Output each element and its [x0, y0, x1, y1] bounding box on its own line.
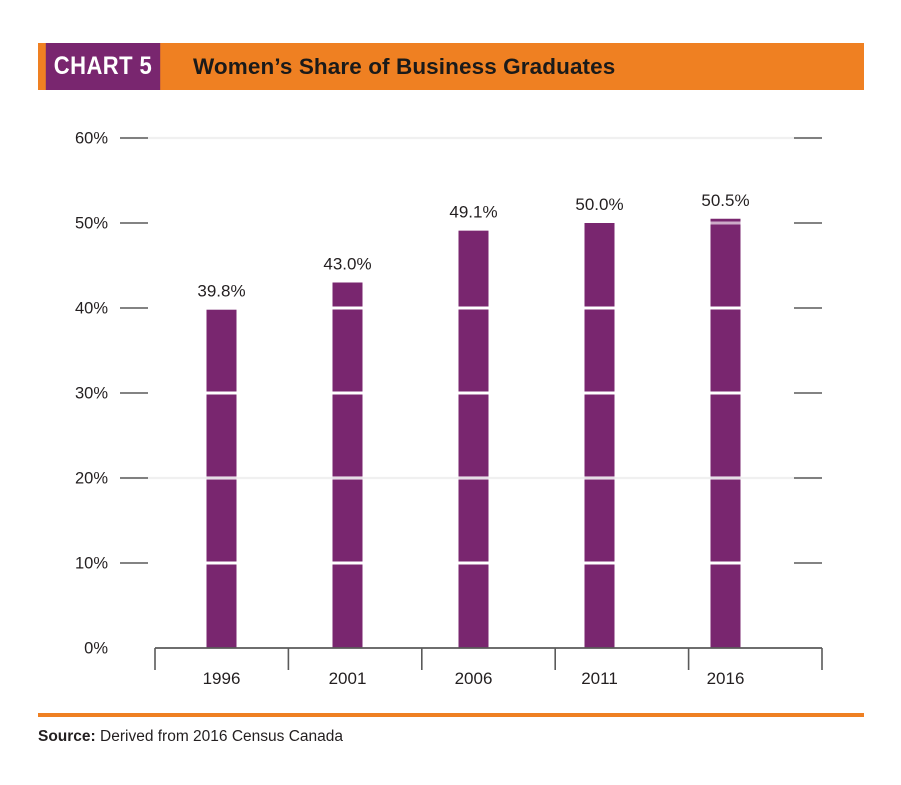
source-label: Source:	[38, 728, 96, 745]
y-axis-label: 20%	[75, 469, 108, 487]
bar	[710, 218, 741, 648]
x-axis-label: 2011	[581, 669, 618, 688]
bar-value-label: 43.0%	[323, 255, 371, 274]
bar	[458, 230, 489, 648]
y-axis-label: 50%	[75, 214, 108, 232]
y-axis-label: 10%	[75, 554, 108, 572]
y-axis-label: 60%	[75, 129, 108, 147]
x-axis-label: 1996	[203, 669, 241, 688]
footer-divider	[38, 713, 864, 717]
chart-plot-area: 0% 10% 20% 30% 40% 50% 60% 1996 2001 2006 2011 201…	[0, 100, 901, 700]
page-title: Women’s Share of Business Graduates	[193, 53, 616, 79]
value-labels-group: 39.8% 43.0% 49.1% 50.0% 50.5%	[197, 191, 749, 301]
x-axis-label: 2006	[455, 669, 493, 688]
bar-value-label: 50.5%	[701, 191, 749, 210]
x-axis-ticks-group	[154, 648, 823, 670]
source-text: Derived from 2016 Census Canada	[95, 728, 343, 745]
bar-value-label: 49.1%	[449, 203, 497, 222]
bar-value-label: 39.8%	[197, 282, 245, 301]
y-axis-label: 0%	[84, 639, 108, 657]
bars-group	[206, 218, 741, 648]
bar-segment-dividers-group	[206, 221, 741, 565]
x-axis-label: 2001	[329, 669, 367, 688]
chart-header: CHART 5 Women’s Share of Business Gradua…	[38, 43, 864, 90]
x-axis-labels-group: 1996 2001 2006 2011 2016	[203, 669, 745, 688]
y-axis-label: 30%	[75, 384, 108, 402]
bar	[332, 282, 363, 648]
bar-value-label: 50.0%	[575, 195, 623, 214]
y-axis-ticks-group	[120, 137, 822, 564]
chart-number-badge: CHART 5	[45, 43, 161, 90]
bar	[584, 223, 615, 648]
source-note: Source: Derived from 2016 Census Canada	[38, 728, 343, 746]
x-axis-label: 2016	[707, 669, 745, 688]
y-axis-label: 40%	[75, 299, 108, 317]
bar-chart-svg: 0% 10% 20% 30% 40% 50% 60% 1996 2001 2006 2011 201…	[75, 129, 823, 688]
y-axis-labels-group: 0% 10% 20% 30% 40% 50% 60%	[75, 129, 108, 657]
